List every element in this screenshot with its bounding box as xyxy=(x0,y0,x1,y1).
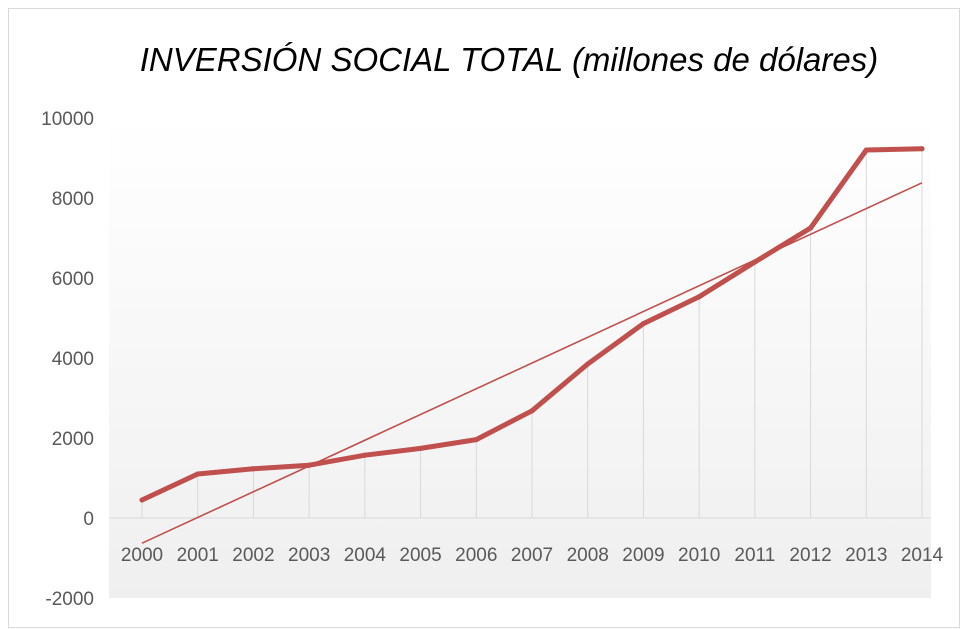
grid-lines xyxy=(141,148,923,518)
x-tick-label-2010: 2010 xyxy=(678,545,720,566)
series-segment-2002-2003 xyxy=(250,462,312,472)
x-tick-label-2011: 2011 xyxy=(734,545,775,566)
y-tick-label: 0 xyxy=(83,509,94,530)
series-segment-2010-2011 xyxy=(696,259,758,300)
x-tick-label-2009: 2009 xyxy=(622,545,664,566)
series-segment-2009-2010 xyxy=(640,294,702,327)
data-point-2013 xyxy=(863,147,869,153)
series-segment-2006-2007 xyxy=(473,408,535,443)
line-chart: 10000 8000 6000 4000 2000 0 -2000 2000 2001 2002… xyxy=(41,41,944,610)
x-tick-label-2007: 2007 xyxy=(511,545,553,566)
data-point-2001 xyxy=(195,471,201,477)
plot-area xyxy=(109,118,931,598)
series-segment-2012-2013 xyxy=(808,147,869,231)
series-layer xyxy=(139,146,925,544)
x-tick-label-2002: 2002 xyxy=(232,545,274,566)
x-tick-label-2006: 2006 xyxy=(455,545,497,566)
x-tick-label-2008: 2008 xyxy=(567,545,609,566)
linear-trendline xyxy=(141,182,923,544)
chart-title: INVERSIÓN SOCIAL TOTAL (millones de dóla… xyxy=(140,41,879,78)
series-segment-2003-2004 xyxy=(306,452,368,468)
y-tick-label: 2000 xyxy=(52,429,94,450)
data-point-2014 xyxy=(919,146,925,152)
data-point-2004 xyxy=(362,452,368,458)
x-tick-label-2013: 2013 xyxy=(845,545,887,566)
data-point-2009 xyxy=(640,321,646,327)
x-tick-label-2000: 2000 xyxy=(121,545,163,566)
data-point-2005 xyxy=(418,445,424,451)
y-tick-label: 6000 xyxy=(52,269,94,290)
x-tick-label-2014: 2014 xyxy=(901,545,944,566)
x-axis-tick-labels: 2000 2001 2002 2003 2004 2005 2006 2007 2008 2009… xyxy=(121,545,944,566)
series-segment-2008-2009 xyxy=(585,321,646,367)
y-axis-tick-labels: 10000 8000 6000 4000 2000 0 -2000 xyxy=(41,109,94,610)
data-point-2003 xyxy=(306,462,312,468)
series-segment-2007-2008 xyxy=(529,361,591,414)
x-tick-label-2003: 2003 xyxy=(288,545,330,566)
y-tick-label: 8000 xyxy=(52,189,94,210)
data-point-2006 xyxy=(473,437,479,443)
data-point-2000 xyxy=(139,497,145,503)
x-tick-label-2001: 2001 xyxy=(177,545,219,566)
series-segment-2001-2002 xyxy=(195,466,256,477)
data-point-2012 xyxy=(808,225,814,231)
chart-frame: 10000 8000 6000 4000 2000 0 -2000 2000 2001 2002… xyxy=(8,8,960,628)
data-point-2010 xyxy=(696,294,702,300)
y-tick-label: -2000 xyxy=(45,589,94,610)
data-point-2011 xyxy=(752,259,758,265)
y-tick-label: 10000 xyxy=(41,109,94,130)
data-point-2008 xyxy=(585,361,591,367)
series-segment-2000-2001 xyxy=(139,471,201,503)
data-point-2007 xyxy=(529,408,535,414)
series-segment-2004-2005 xyxy=(362,445,424,458)
series-segment-2013-2014 xyxy=(863,146,925,153)
x-tick-label-2005: 2005 xyxy=(399,545,441,566)
series-segment-2005-2006 xyxy=(418,437,479,451)
x-tick-label-2004: 2004 xyxy=(344,545,387,566)
y-tick-label: 4000 xyxy=(52,349,94,370)
x-tick-label-2012: 2012 xyxy=(789,545,831,566)
data-point-2002 xyxy=(250,466,256,472)
series-segment-2011-2012 xyxy=(752,225,814,265)
